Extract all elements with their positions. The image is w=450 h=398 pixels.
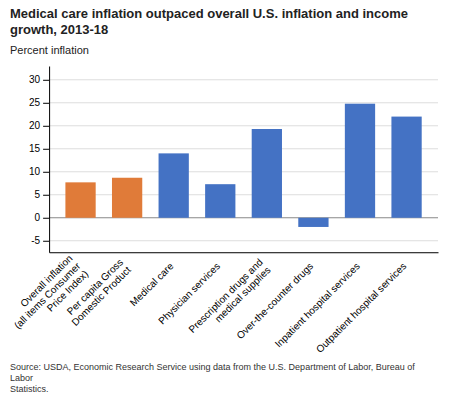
bar: [159, 153, 189, 217]
text-line: Inpatient hospital services: [273, 260, 362, 349]
tick-label: 10: [29, 166, 41, 177]
tick: 25: [29, 97, 49, 108]
axis-line: [50, 252, 439, 253]
tick-mark: [43, 149, 49, 150]
tick-label: 0: [35, 212, 41, 223]
tick: -5: [31, 235, 49, 246]
tick-mark: [43, 218, 49, 219]
tick-mark: [43, 126, 49, 127]
bars: [65, 104, 421, 227]
tick-label: Over-the-counter drugs: [234, 260, 315, 341]
bar: [205, 184, 235, 218]
tick-mark: [43, 103, 49, 104]
text-line: Medical care: [128, 260, 176, 308]
bar: [391, 117, 421, 218]
bar: [345, 104, 375, 218]
tick: 0: [35, 212, 50, 223]
tick-mark: [43, 80, 49, 81]
y-axis: -5 0 5 10 15 20 25 30: [29, 67, 50, 253]
text-line: Statistics.: [10, 384, 49, 394]
tick-label: Inpatient hospital services: [273, 260, 362, 349]
tick-mark: [43, 241, 49, 242]
tick: 10: [29, 166, 49, 177]
text-line: Medical care inflation outpaced overall …: [10, 6, 408, 21]
tick: Per capita GrossDomestic Product: [62, 256, 134, 328]
grid: [49, 80, 438, 241]
tick: Outpatient hospital services: [314, 260, 409, 355]
text-line: Source: USDA, Economic Research Service …: [10, 362, 415, 372]
tick-label: 30: [29, 74, 41, 85]
y-axis-title: Percent inflation: [10, 44, 89, 56]
x-axis: Overall inflation(all items ConsumerPric…: [4, 252, 439, 355]
tick: Over-the-counter drugs: [234, 260, 315, 341]
tick-label: 20: [29, 120, 41, 131]
tick-label: 25: [29, 97, 41, 108]
tick: Medical care: [128, 260, 176, 308]
tick: 20: [29, 120, 49, 131]
text-line: Labor: [10, 373, 33, 383]
tick: Inpatient hospital services: [273, 260, 362, 349]
text-line: Domestic Product: [69, 264, 133, 328]
grid-line: [49, 240, 438, 241]
plot: -5 0 5 10 15 20 25 30 Overall inflation(all item…: [4, 67, 439, 356]
text-line: Over-the-counter drugs: [234, 260, 315, 341]
tick-label: Per capita GrossDomestic Product: [62, 256, 134, 328]
tick-label: Medical care: [128, 260, 176, 308]
grid-line: [49, 102, 438, 103]
tick-mark: [43, 172, 49, 173]
grid-line: [49, 79, 438, 80]
grid-line: [49, 217, 438, 218]
tick: 15: [29, 143, 49, 154]
bar: [298, 218, 328, 227]
text-line: growth, 2013-18: [10, 22, 108, 37]
tick-mark: [43, 195, 49, 196]
tick: 5: [35, 189, 50, 200]
text-line: Outpatient hospital services: [314, 260, 409, 355]
tick-label: 15: [29, 143, 41, 154]
tick-label: Prescription drugs andmedical supplies: [186, 256, 272, 342]
source: Source: USDA, Economic Research Service …: [10, 362, 415, 394]
grid-line: [49, 148, 438, 149]
tick-label: -5: [31, 235, 40, 246]
tick: 30: [29, 74, 49, 85]
bar: [112, 178, 142, 218]
grid-line: [49, 171, 438, 172]
tick: Prescription drugs andmedical supplies: [186, 256, 272, 342]
bar: [252, 129, 282, 218]
axis-line: [49, 67, 50, 253]
grid-line: [49, 125, 438, 126]
grid-line: [49, 194, 438, 195]
tick-label: 5: [35, 189, 41, 200]
tick-label: Outpatient hospital services: [314, 260, 409, 355]
bar: [65, 182, 95, 217]
chart: Medical care inflation outpaced overall …: [0, 0, 450, 398]
title: Medical care inflation outpaced overall …: [10, 6, 408, 37]
